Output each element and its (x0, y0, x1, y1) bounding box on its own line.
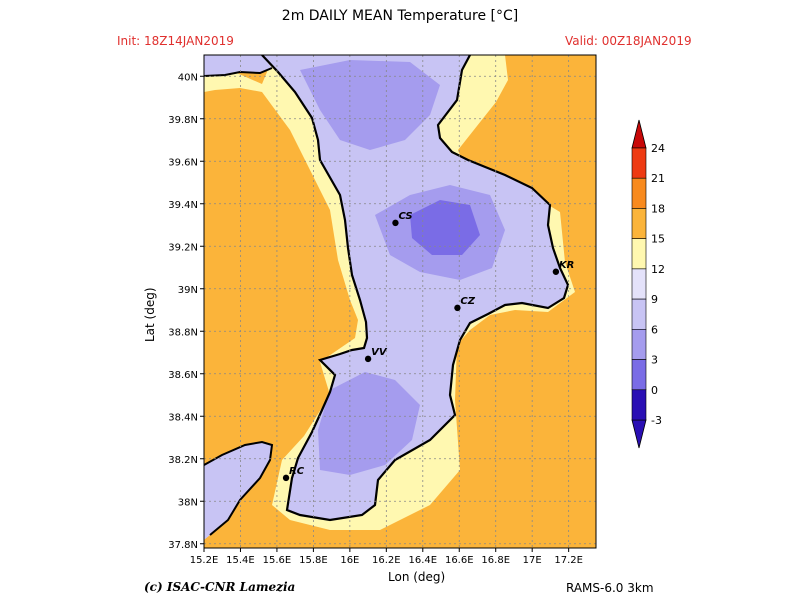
x-tick-label: 16.4E (408, 555, 437, 566)
colorbar-label: 3 (651, 354, 658, 367)
coastline (261, 55, 570, 522)
model-label: RAMS-6.0 3km (566, 581, 654, 595)
y-tick-label: 39.8N (168, 115, 198, 126)
colorbar-legend: 24 21 18 15 12 9 6 3 0 -3 (631, 119, 665, 449)
x-axis-ticks: 15.2E 15.4E 15.6E 15.8E 16E 16.2E 16.4E 16.6E 16… (190, 548, 583, 566)
cold-region-south (318, 372, 420, 475)
x-tick-label: 17E (523, 555, 542, 566)
colorbar-segment (631, 177, 647, 209)
city-dot-vv (364, 355, 372, 363)
north-coast-land (204, 55, 272, 76)
y-tick-label: 38.6N (168, 370, 198, 381)
valid-time: Valid: 00Z18JAN2019 (565, 34, 692, 48)
colorbar-label: 15 (651, 233, 665, 246)
cold-region-sila-core (410, 200, 480, 255)
x-tick-label: 15.4E (226, 555, 255, 566)
y-tick-label: 38N (178, 497, 198, 508)
city-label-cz: CZ (460, 296, 475, 307)
y-axis-ticks: 37.8N 38N 38.2N 38.4N 38.6N 38.8N 39N 39.2N 39.4… (168, 72, 204, 551)
x-tick-label: 15.2E (190, 555, 219, 566)
colorbar-label: 9 (651, 293, 658, 306)
x-tick-label: 16.2E (372, 555, 401, 566)
city-label-kr: KR (559, 260, 574, 271)
x-tick-label: 15.6E (263, 555, 292, 566)
colorbar-bottom-arrow (631, 419, 647, 449)
colorbar-segment (631, 238, 647, 270)
colorbar-segment (631, 208, 647, 239)
colorbar-segment (631, 298, 647, 330)
sicily-land (204, 442, 272, 540)
city-dot-cz (454, 304, 461, 312)
map-title: 2m DAILY MEAN Temperature [°C] (281, 8, 519, 24)
x-tick-label: 15.8E (299, 555, 328, 566)
north-coastline (204, 67, 273, 77)
x-tick-label: 16.6E (445, 555, 474, 566)
y-tick-label: 39.4N (168, 200, 198, 211)
grid-lines (204, 55, 596, 548)
y-tick-label: 39N (178, 285, 198, 296)
y-tick-label: 37.8N (168, 540, 198, 551)
colorbar-segment (631, 268, 647, 300)
map-plot-area (204, 55, 596, 548)
city-dot-cs (392, 219, 399, 227)
y-tick-label: 40N (178, 72, 198, 83)
credit-text: (c) ISAC-CNR Lamezia (144, 580, 296, 594)
colorbar-label: 0 (651, 384, 658, 397)
colorbar-segment (631, 359, 647, 391)
y-tick-label: 39.2N (168, 242, 198, 253)
colorbar-segment (631, 329, 647, 360)
colorbar-segment (631, 147, 647, 179)
colorbar-label: 21 (651, 172, 665, 185)
city-markers: CS KR CZ VV RC (282, 211, 574, 482)
x-tick-label: 16E (340, 555, 359, 566)
colorbar-top-arrow (631, 119, 647, 149)
x-tick-label: 16.8E (481, 555, 510, 566)
y-tick-label: 39.6N (168, 157, 198, 168)
y-tick-label: 38.4N (168, 412, 198, 423)
y-axis-label: Lat (deg) (143, 287, 157, 342)
city-dot-kr (552, 268, 560, 275)
city-label-vv: VV (371, 347, 388, 358)
city-label-rc: RC (289, 466, 305, 477)
y-tick-label: 38.8N (168, 327, 198, 338)
colorbar-label: 18 (651, 202, 665, 215)
init-time: Init: 18Z14JAN2019 (117, 34, 234, 48)
sicily-coastline (204, 440, 274, 536)
colorbar-segment (631, 389, 647, 421)
city-label-cs: CS (398, 211, 412, 222)
colorbar-label: -3 (651, 414, 662, 427)
colorbar-label: 6 (651, 323, 658, 336)
x-axis-label: Lon (deg) (388, 570, 446, 584)
city-dot-rc (282, 474, 290, 482)
colorbar-label: 24 (651, 142, 665, 155)
plot-frame (203, 54, 597, 549)
colorbar-label: 12 (651, 263, 665, 276)
cold-region-north (300, 60, 440, 150)
x-tick-label: 17.2E (554, 555, 583, 566)
y-tick-label: 38.2N (168, 455, 198, 466)
